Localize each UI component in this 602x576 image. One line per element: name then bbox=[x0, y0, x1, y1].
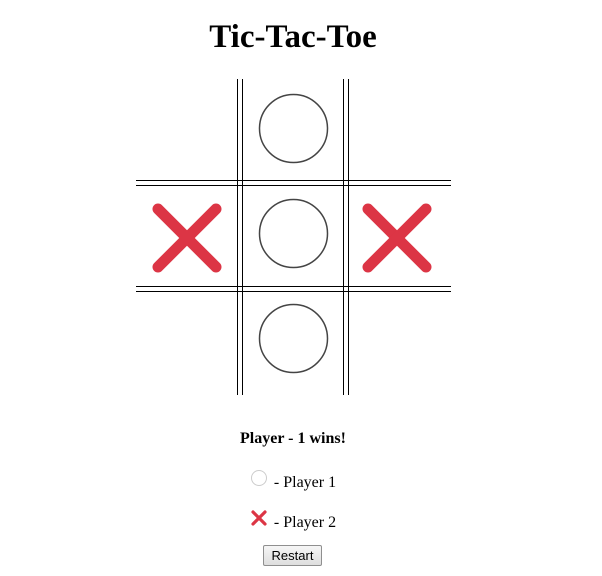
page-title: Tic-Tac-Toe bbox=[209, 19, 377, 55]
board-cell[interactable] bbox=[241, 79, 346, 184]
board-cell[interactable] bbox=[136, 289, 241, 394]
circle-mark-icon bbox=[258, 303, 329, 374]
board-cell[interactable] bbox=[136, 184, 241, 289]
legend-player-2: - Player 2 bbox=[0, 510, 586, 533]
restart-button[interactable]: Restart bbox=[263, 545, 322, 566]
circle-mark-icon bbox=[258, 93, 329, 164]
grid-line-vertical bbox=[343, 79, 349, 395]
legend-label-player-2: - Player 2 bbox=[273, 514, 337, 531]
board-cell[interactable] bbox=[346, 289, 451, 394]
cross-icon bbox=[251, 510, 267, 526]
board-cell[interactable] bbox=[346, 184, 451, 289]
circle-icon bbox=[250, 470, 267, 486]
board-cell[interactable] bbox=[241, 184, 346, 289]
board-cell[interactable] bbox=[241, 289, 346, 394]
legend-label-player-1: - Player 1 bbox=[273, 474, 337, 491]
circle-mark-icon bbox=[258, 198, 329, 269]
game-status: Player - 1 wins! bbox=[240, 430, 346, 447]
legend-player-1: - Player 1 bbox=[0, 470, 586, 493]
game-board bbox=[136, 79, 451, 395]
cross-mark-icon bbox=[362, 203, 432, 273]
grid-line-vertical bbox=[237, 79, 243, 395]
board-cell[interactable] bbox=[136, 79, 241, 184]
grid-line-horizontal bbox=[136, 180, 451, 186]
cross-mark-icon bbox=[152, 203, 222, 273]
grid-line-horizontal bbox=[136, 286, 451, 292]
board-cell[interactable] bbox=[346, 79, 451, 184]
